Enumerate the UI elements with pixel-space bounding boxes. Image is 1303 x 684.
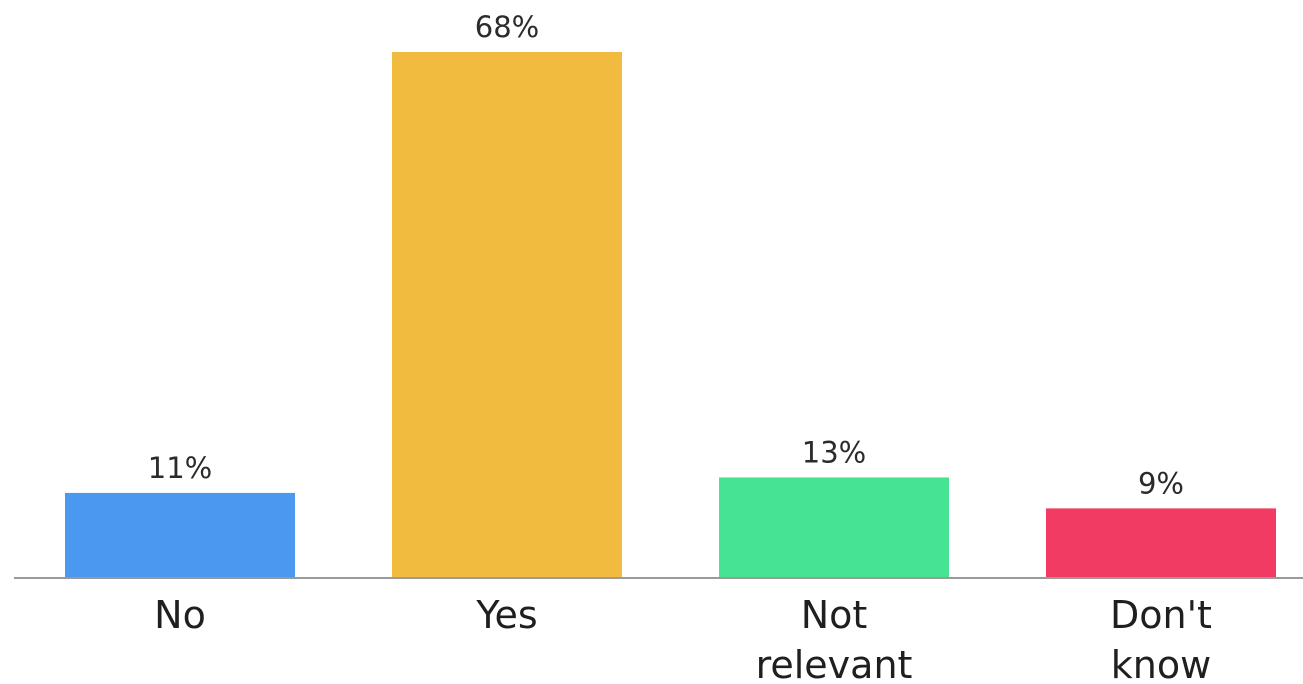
bar-yes xyxy=(392,52,622,578)
category-label-no: No xyxy=(154,593,206,637)
bar-not-relevant xyxy=(719,477,949,578)
value-label-don-t-know: 9% xyxy=(1138,466,1184,500)
value-label-yes: 68% xyxy=(475,10,539,44)
value-label-not-relevant: 13% xyxy=(802,435,866,469)
value-labels: 11% 68% 13% 9% xyxy=(148,10,1184,500)
bar-no xyxy=(65,492,295,578)
bar-don-t-know xyxy=(1046,508,1276,578)
category-labels: No Yes Not relevant Don't know xyxy=(154,593,1212,684)
bars xyxy=(65,52,1276,578)
category-label-not-relevant: Not relevant xyxy=(756,593,913,684)
category-label-don-t-know: Don't know xyxy=(1110,593,1212,684)
category-label-yes: Yes xyxy=(475,593,537,637)
value-label-no: 11% xyxy=(148,451,212,485)
